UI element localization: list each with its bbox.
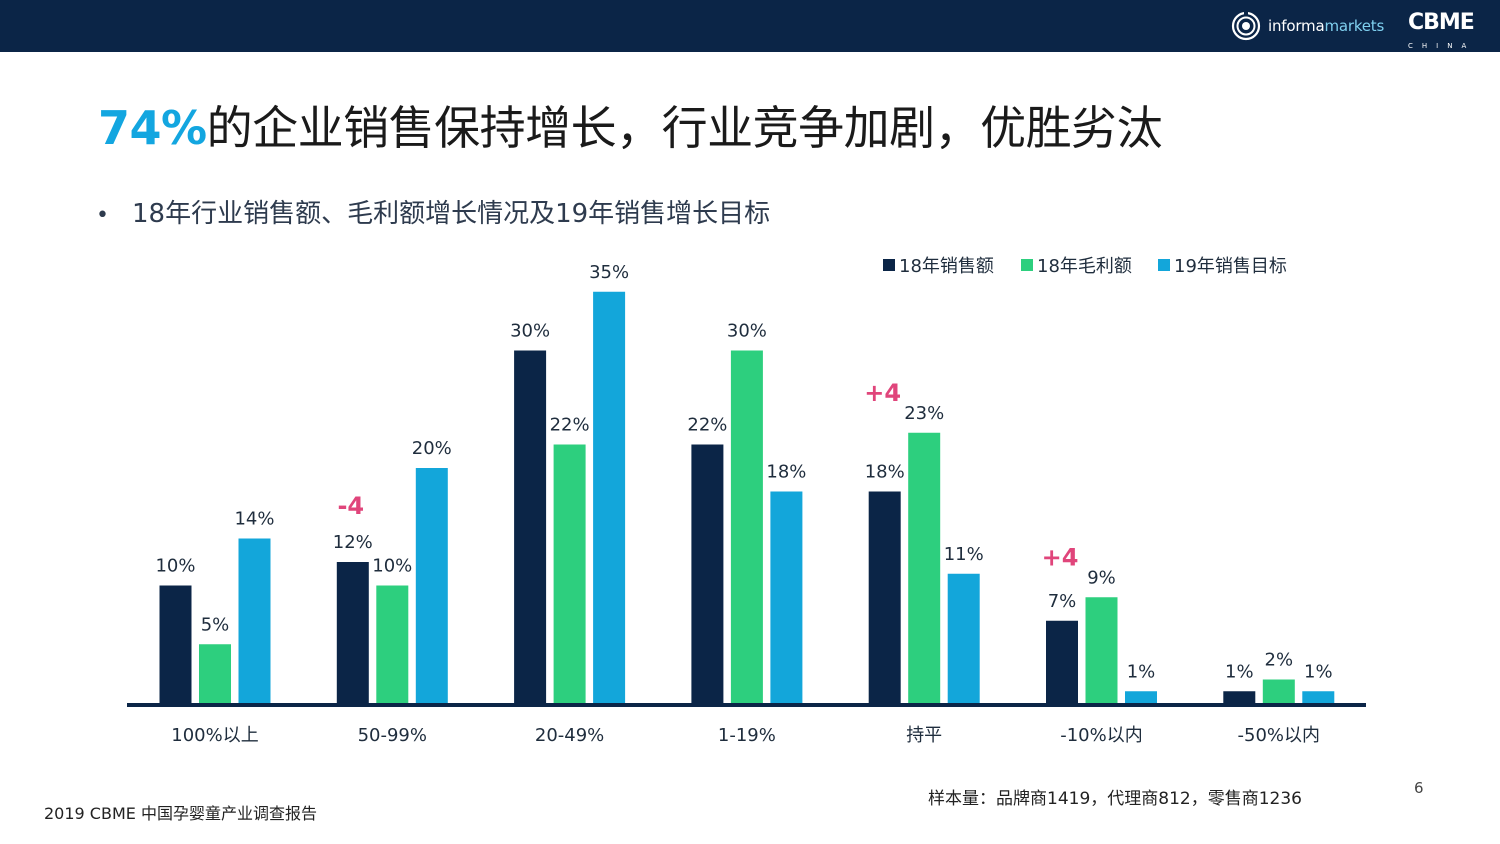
title-highlight: 74%	[98, 101, 207, 155]
data-label-3-2: 20%	[412, 438, 452, 459]
bar-1-3	[514, 350, 547, 703]
x-tick-label-1: 100%以上	[171, 725, 258, 746]
legend-label-target-19: 19年销售目标	[1174, 256, 1287, 277]
data-label-3-4: 18%	[766, 462, 806, 483]
bar-2-6	[1085, 597, 1118, 703]
data-label-2-2: 10%	[372, 556, 412, 577]
x-tick-label-5: 持平	[906, 725, 942, 746]
bar-1-2	[336, 562, 369, 703]
bar-2-7	[1262, 679, 1295, 703]
report-footer: 2019 CBME 中国孕婴童产业调查报告	[44, 804, 317, 823]
data-label-3-6: 1%	[1127, 661, 1156, 682]
change-annotation-3: +4	[1042, 543, 1079, 571]
bar-1-6	[1046, 620, 1078, 703]
legend-swatch-sales-18	[883, 259, 895, 271]
legend-item-sales-18: 18年销售额	[883, 253, 994, 277]
legend-item-profit-18: 18年毛利额	[1021, 253, 1132, 277]
bar-3-6	[1125, 691, 1157, 703]
data-label-2-5: 23%	[904, 403, 944, 424]
x-tick-label-4: 1-19%	[718, 725, 776, 746]
change-annotation-2: +4	[864, 379, 901, 407]
x-axis-line	[127, 703, 1366, 707]
bar-1-1	[159, 585, 192, 703]
data-label-2-1: 5%	[201, 614, 230, 635]
data-label-1-7: 1%	[1225, 661, 1254, 682]
x-tick-label-3: 20-49%	[535, 725, 604, 746]
x-tick-label-7: -50%以内	[1238, 725, 1321, 746]
data-label-2-6: 9%	[1087, 567, 1116, 588]
data-label-1-3: 30%	[510, 321, 550, 342]
cbme-wordmark: CBME	[1408, 10, 1475, 35]
data-label-1-1: 10%	[155, 556, 195, 577]
bar-1-5	[868, 491, 901, 703]
bar-1-7	[1223, 691, 1256, 703]
data-label-1-5: 18%	[865, 462, 905, 483]
data-label-1-2: 12%	[333, 532, 373, 553]
data-label-2-4: 30%	[727, 321, 767, 342]
data-label-1-4: 22%	[687, 415, 727, 436]
data-label-2-3: 22%	[550, 415, 590, 436]
bar-3-1	[238, 538, 271, 703]
title-text: 的企业销售保持增长，行业竞争加剧，优胜劣汰	[206, 101, 1163, 155]
data-label-2-7: 2%	[1265, 650, 1294, 671]
data-label-1-6: 7%	[1048, 591, 1077, 612]
page-number: 6	[1414, 779, 1424, 797]
chart-subtitle: • 18年行业销售额、毛利额增长情况及19年销售增长目标	[96, 196, 770, 232]
bar-1-4	[691, 444, 724, 703]
bar-3-4	[770, 491, 803, 703]
bar-2-1	[199, 644, 231, 703]
bar-2-5	[908, 432, 941, 703]
legend-label-sales-18: 18年销售额	[899, 256, 994, 277]
legend-item-target-19: 19年销售目标	[1158, 253, 1287, 277]
informa-markets-logo: informamarkets	[1230, 10, 1384, 42]
legend-swatch-profit-18	[1021, 259, 1033, 271]
slide-title: 74%的企业销售保持增长，行业竞争加剧，优胜劣汰	[98, 98, 1163, 158]
bar-3-7	[1302, 691, 1335, 703]
data-label-3-7: 1%	[1304, 661, 1333, 682]
legend-label-profit-18: 18年毛利额	[1037, 256, 1132, 277]
informa-markets-wordmark: informamarkets	[1268, 17, 1385, 35]
data-label-3-5: 11%	[944, 544, 984, 565]
x-tick-label-2: 50-99%	[358, 725, 427, 746]
cbme-china-label: CHINA	[1408, 42, 1476, 50]
bar-3-5	[947, 573, 980, 703]
sample-size-note: 样本量：品牌商1419，代理商812，零售商1236	[928, 789, 1302, 809]
data-label-3-1: 14%	[234, 509, 274, 530]
bar-3-3	[593, 291, 626, 703]
change-annotation-1: -4	[337, 492, 364, 520]
bar-3-2	[415, 468, 448, 703]
informa-swirl-icon	[1231, 10, 1261, 41]
bar-2-4	[730, 350, 763, 703]
bar-2-2	[376, 585, 409, 703]
bar-2-3	[553, 444, 586, 703]
subtitle-text: 18年行业销售额、毛利额增长情况及19年销售增长目标	[132, 199, 771, 229]
x-tick-label-6: -10%以内	[1060, 725, 1143, 746]
data-label-3-3: 35%	[589, 262, 629, 283]
top-banner: informamarkets CBME CHINA	[0, 0, 1500, 52]
bullet-icon: •	[96, 203, 109, 228]
cbme-china-logo: CBME CHINA	[1408, 12, 1484, 52]
legend-swatch-target-19	[1158, 259, 1170, 271]
